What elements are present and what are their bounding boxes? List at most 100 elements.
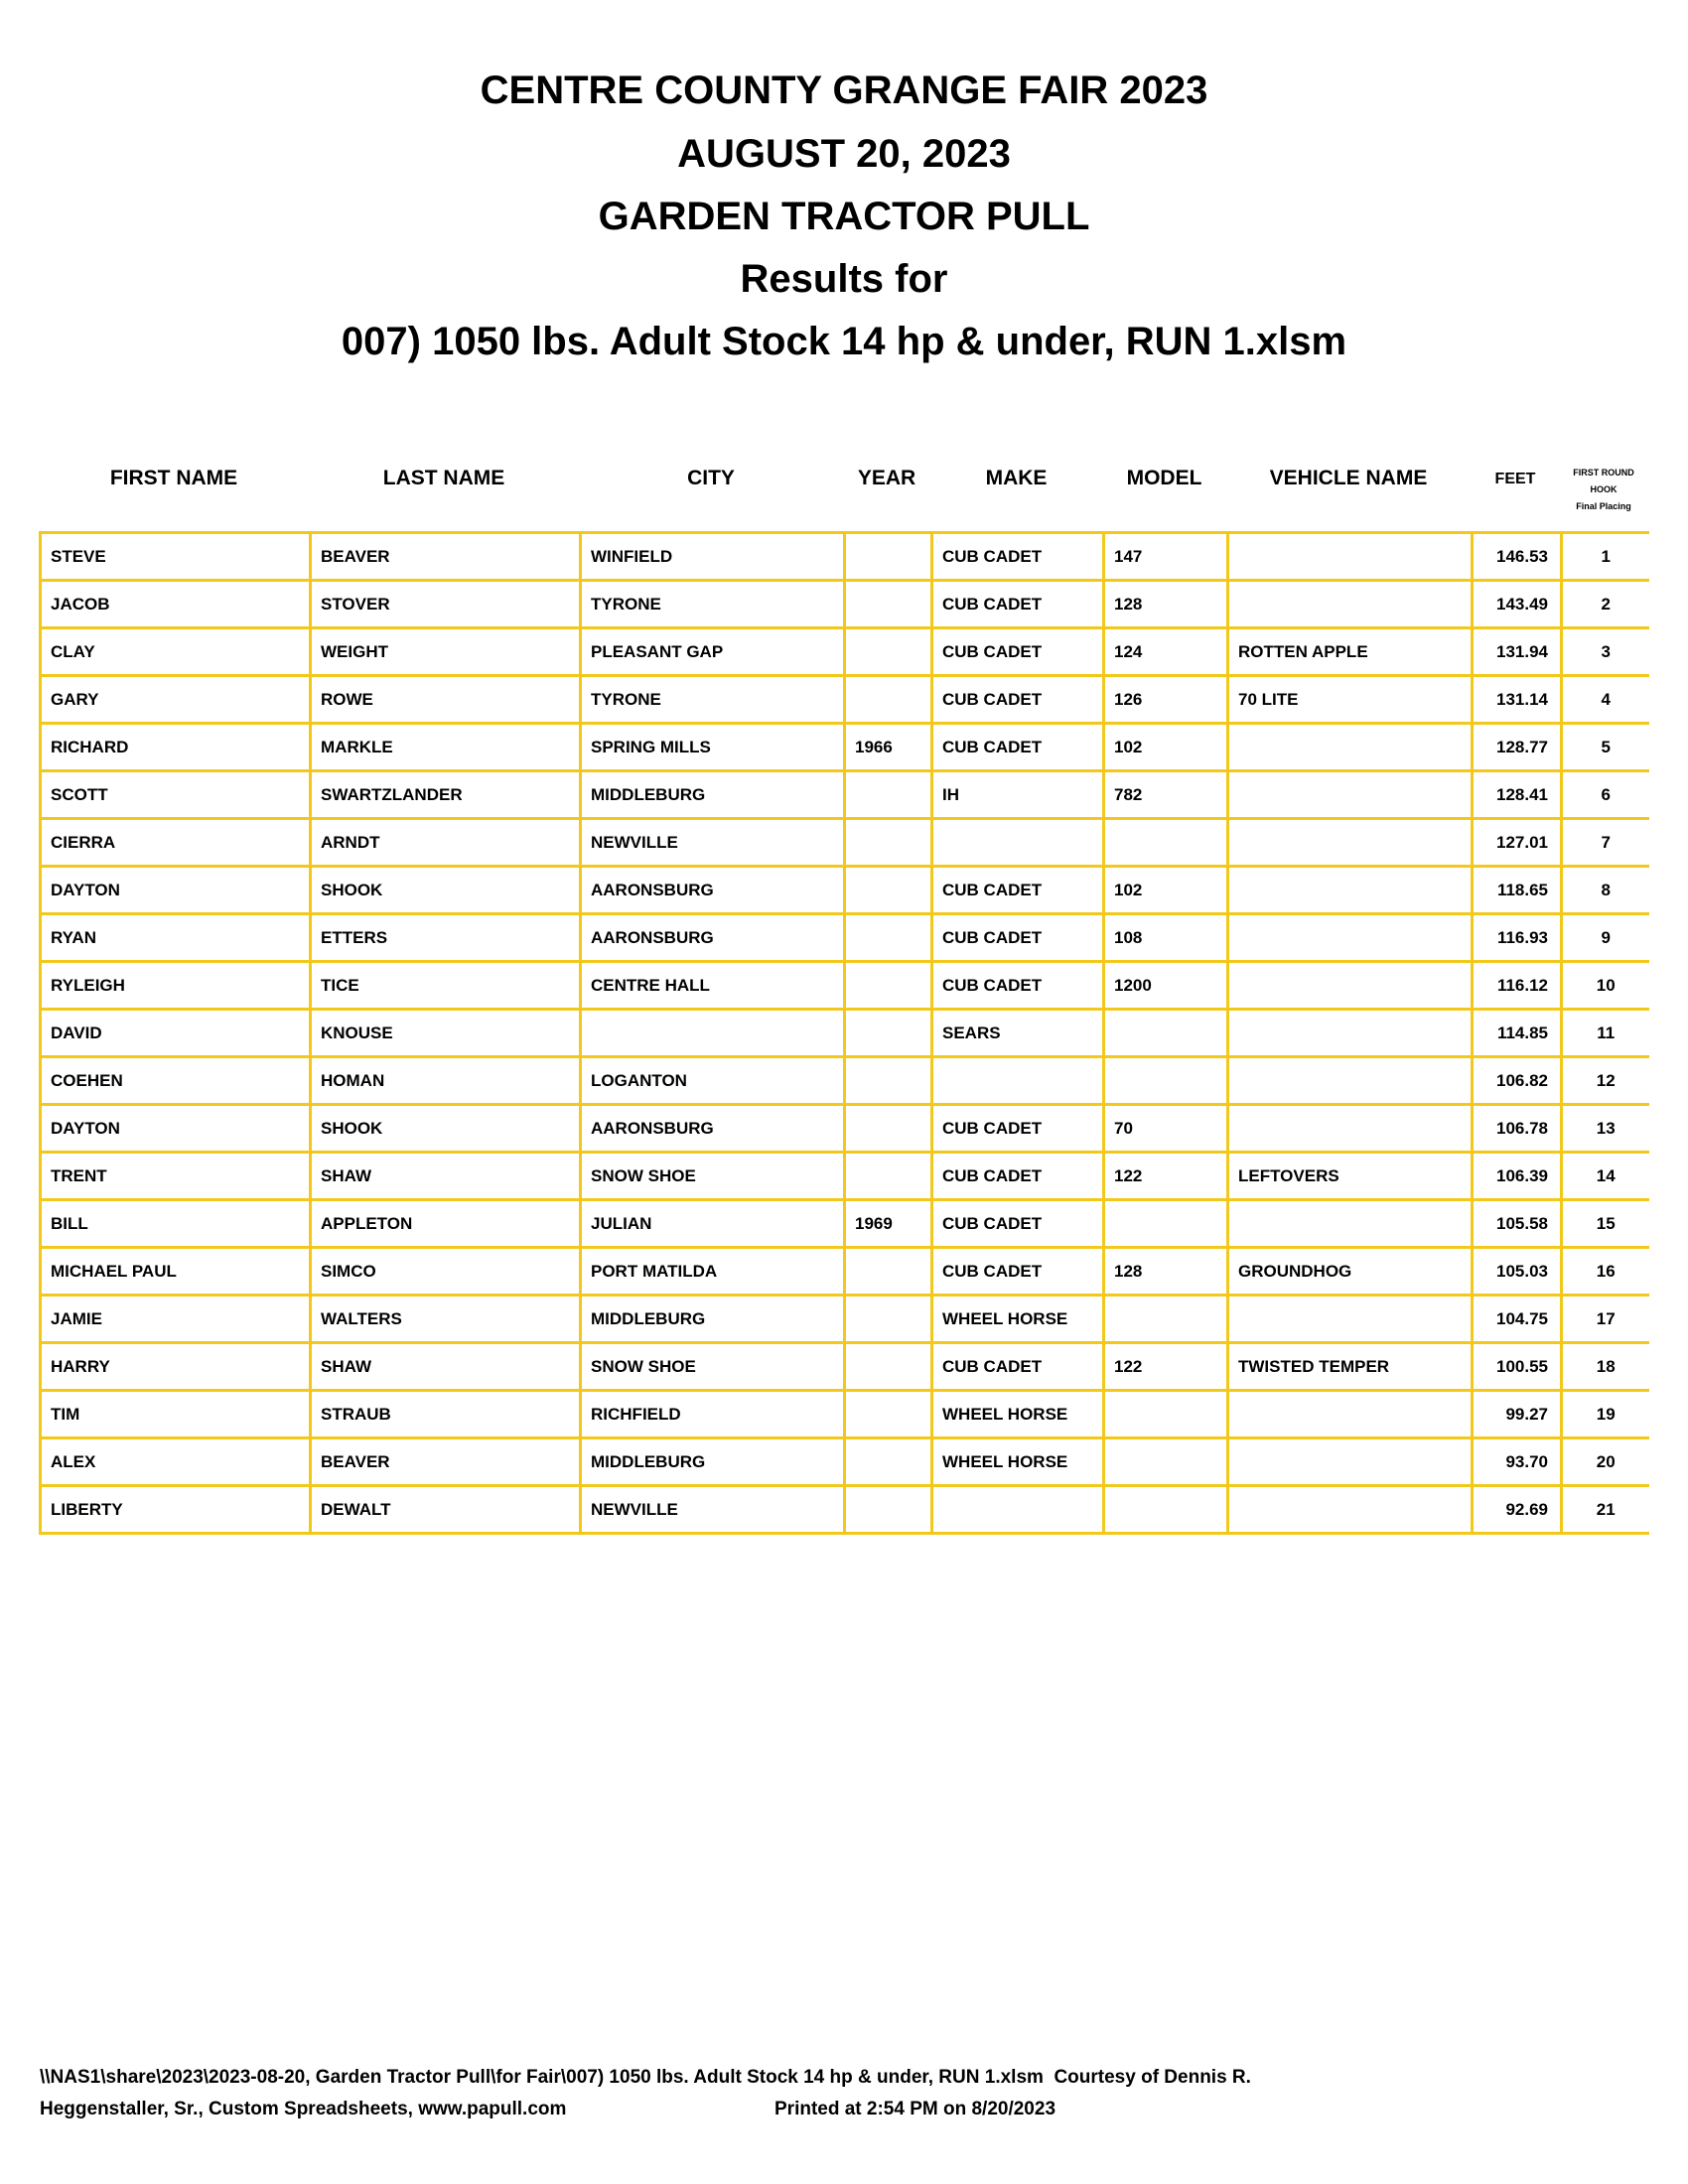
- cell-city: SPRING MILLS: [579, 722, 846, 772]
- cell-model: [1102, 1436, 1229, 1487]
- fair-title: CENTRE COUNTY GRANGE FAIR 2023: [480, 68, 1208, 112]
- cell-model: [1102, 817, 1229, 868]
- table-row: LIBERTY DEWALT NEWVILLE 92.69 21: [39, 1484, 1649, 1535]
- cell-make: CUB CADET: [930, 1198, 1105, 1249]
- cell-last-name: ETTERS: [309, 912, 582, 963]
- cell-first-name: GARY: [39, 674, 312, 725]
- table-row: JAMIE WALTERS MIDDLEBURG WHEEL HORSE 104.75 1…: [39, 1294, 1649, 1344]
- table-row: DAYTON SHOOK AARONSBURG CUB CADET 70 106.78 13: [39, 1103, 1649, 1154]
- cell-make: CUB CADET: [930, 912, 1105, 963]
- cell-make: CUB CADET: [930, 626, 1105, 677]
- cell-model: 1200: [1102, 960, 1229, 1011]
- footer-printed: Printed at 2:54 PM on 8/20/2023: [774, 2099, 1056, 2119]
- cell-city: SNOW SHOE: [579, 1341, 846, 1392]
- cell-last-name: ROWE: [309, 674, 582, 725]
- cell-model: 122: [1102, 1151, 1229, 1201]
- header-last-name: LAST NAME: [382, 467, 505, 489]
- cell-first-name: STEVE: [39, 531, 312, 582]
- cell-placing: 17: [1560, 1294, 1649, 1344]
- event-name: GARDEN TRACTOR PULL: [598, 195, 1090, 238]
- cell-first-name: JAMIE: [39, 1294, 312, 1344]
- cell-placing: 20: [1560, 1436, 1649, 1487]
- cell-make: [930, 1055, 1105, 1106]
- cell-model: 124: [1102, 626, 1229, 677]
- cell-model: 122: [1102, 1341, 1229, 1392]
- cell-feet: 105.03: [1471, 1246, 1563, 1297]
- cell-model: 128: [1102, 1246, 1229, 1297]
- cell-year: [843, 769, 933, 820]
- cell-model: [1102, 1008, 1229, 1058]
- cell-feet: 114.85: [1471, 1008, 1563, 1058]
- cell-first-name: CLAY: [39, 626, 312, 677]
- cell-last-name: BEAVER: [309, 1436, 582, 1487]
- cell-placing: 10: [1560, 960, 1649, 1011]
- cell-placing: 5: [1560, 722, 1649, 772]
- cell-city: SNOW SHOE: [579, 1151, 846, 1201]
- footer-credit: Heggenstaller, Sr., Custom Spreadsheets,…: [40, 2099, 567, 2119]
- cell-make: CUB CADET: [930, 865, 1105, 915]
- cell-placing: 21: [1560, 1484, 1649, 1535]
- cell-model: [1102, 1389, 1229, 1439]
- cell-year: 1966: [843, 722, 933, 772]
- cell-model: 782: [1102, 769, 1229, 820]
- placing-header-line: HOOK: [1590, 484, 1618, 494]
- cell-last-name: STOVER: [309, 579, 582, 629]
- cell-year: [843, 1294, 933, 1344]
- cell-model: [1102, 1055, 1229, 1106]
- cell-city: NEWVILLE: [579, 817, 846, 868]
- cell-city: PLEASANT GAP: [579, 626, 846, 677]
- cell-first-name: LIBERTY: [39, 1484, 312, 1535]
- results-for: Results for: [740, 257, 948, 301]
- header-first-name: FIRST NAME: [109, 467, 238, 489]
- cell-year: [843, 674, 933, 725]
- cell-city: MIDDLEBURG: [579, 1294, 846, 1344]
- table-row: RYAN ETTERS AARONSBURG CUB CADET 108 116.93 9: [39, 912, 1649, 963]
- cell-model: 108: [1102, 912, 1229, 963]
- table-row: DAVID KNOUSE SEARS 114.85 11: [39, 1008, 1649, 1058]
- cell-city: JULIAN: [579, 1198, 846, 1249]
- cell-year: [843, 1055, 933, 1106]
- cell-city: PORT MATILDA: [579, 1246, 846, 1297]
- cell-placing: 18: [1560, 1341, 1649, 1392]
- cell-make: CUB CADET: [930, 1246, 1105, 1297]
- header-year: YEAR: [857, 467, 916, 489]
- cell-make: CUB CADET: [930, 960, 1105, 1011]
- cell-placing: 1: [1560, 531, 1649, 582]
- cell-first-name: RYLEIGH: [39, 960, 312, 1011]
- cell-vehicle-name: [1226, 1198, 1474, 1249]
- header-placing: FIRST ROUND HOOK Final Placing: [1560, 465, 1647, 515]
- cell-year: [843, 865, 933, 915]
- cell-year: 1969: [843, 1198, 933, 1249]
- footer-path: \\NAS1\share\2023\2023-08-20, Garden Tra…: [40, 2067, 1251, 2088]
- cell-feet: 106.39: [1471, 1151, 1563, 1201]
- cell-city: TYRONE: [579, 579, 846, 629]
- cell-vehicle-name: TWISTED TEMPER: [1226, 1341, 1474, 1392]
- cell-model: 70: [1102, 1103, 1229, 1154]
- cell-feet: 99.27: [1471, 1389, 1563, 1439]
- cell-first-name: SCOTT: [39, 769, 312, 820]
- cell-feet: 106.82: [1471, 1055, 1563, 1106]
- table-row: RICHARD MARKLE SPRING MILLS 1966 CUB CADET 10…: [39, 722, 1649, 772]
- cell-make: CUB CADET: [930, 722, 1105, 772]
- cell-last-name: ARNDT: [309, 817, 582, 868]
- cell-placing: 2: [1560, 579, 1649, 629]
- cell-placing: 3: [1560, 626, 1649, 677]
- cell-feet: 118.65: [1471, 865, 1563, 915]
- table-row: MICHAEL PAUL SIMCO PORT MATILDA CUB CADET 12…: [39, 1246, 1649, 1297]
- table-row: SCOTT SWARTZLANDER MIDDLEBURG IH 782 128.41 6: [39, 769, 1649, 820]
- table-row: JACOB STOVER TYRONE CUB CADET 128 143.49 2: [39, 579, 1649, 629]
- cell-last-name: TICE: [309, 960, 582, 1011]
- cell-vehicle-name: [1226, 769, 1474, 820]
- cell-first-name: DAYTON: [39, 1103, 312, 1154]
- cell-last-name: SHAW: [309, 1341, 582, 1392]
- cell-placing: 12: [1560, 1055, 1649, 1106]
- cell-make: WHEEL HORSE: [930, 1436, 1105, 1487]
- table-row: DAYTON SHOOK AARONSBURG CUB CADET 102 118.65 8: [39, 865, 1649, 915]
- cell-first-name: TRENT: [39, 1151, 312, 1201]
- cell-year: [843, 1436, 933, 1487]
- cell-vehicle-name: [1226, 1436, 1474, 1487]
- cell-placing: 6: [1560, 769, 1649, 820]
- cell-last-name: SHOOK: [309, 865, 582, 915]
- placing-header-line: FIRST ROUND: [1573, 468, 1634, 478]
- cell-feet: 104.75: [1471, 1294, 1563, 1344]
